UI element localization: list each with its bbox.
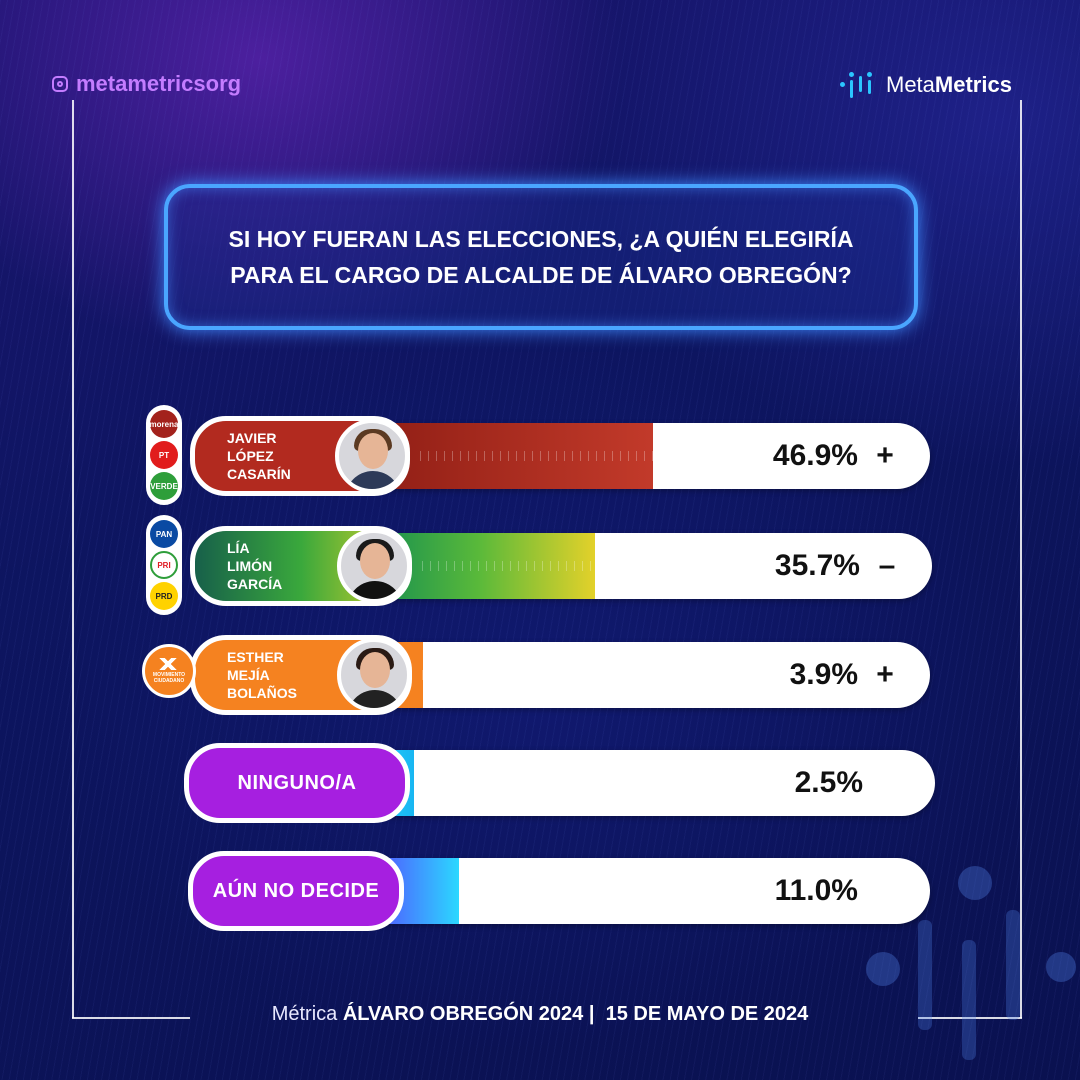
bar-value: 46.9%: [772, 439, 858, 472]
survey-question: SI HOY FUERAN LAS ELECCIONES, ¿A QUIÉN E…: [164, 184, 918, 330]
bar-ticks: [422, 670, 424, 680]
party-logo-pan: PAN: [150, 520, 178, 548]
photo-body: [345, 471, 401, 489]
bar-ticks: [420, 451, 654, 461]
chart-row: 35.7% – LÍA LIMÓN GARCÍA PAN PRI PRD: [0, 515, 1080, 615]
candidate-name-line: LÍA: [227, 540, 250, 556]
instagram-handle-text: metametricsorg: [76, 71, 242, 96]
party-logo-movimiento-ciudadano: MOVIMIENTO CIUDADANO: [142, 644, 196, 698]
party-logo-pt: PT: [150, 441, 178, 469]
party-logo-verde: VERDE: [150, 472, 178, 500]
party-name: MOVIMIENTO CIUDADANO: [152, 672, 186, 684]
candidate-pill: JAVIER LÓPEZ CASARÍN: [190, 416, 410, 496]
bar-value: 2.5%: [794, 766, 863, 799]
candidate-name-line: LIMÓN: [227, 558, 273, 574]
frame-bottom-left-line: [72, 1017, 190, 1019]
frame-right-line: [1020, 100, 1022, 1018]
candidate-pill: AÚN NO DECIDE: [188, 851, 404, 931]
watermark-bar: [918, 920, 932, 1030]
chart-row: 46.9% + JAVIER LÓPEZ CASARÍN morena PT VERDE: [0, 405, 1080, 505]
bar-fill: [360, 423, 654, 489]
candidate-name-line: GARCÍA: [227, 576, 283, 592]
option-label: NINGUNO/A: [237, 771, 357, 794]
footer-separator: |: [588, 1003, 595, 1025]
bar-value: 35.7%: [774, 549, 860, 582]
chart-row: 2.5% NINGUNO/A: [0, 743, 1080, 823]
bar-value-label: 35.7% –: [775, 533, 932, 599]
logo-text-meta: Meta: [886, 72, 935, 97]
logo-text: MetaMetrics: [886, 72, 1012, 98]
candidate-name-line: JAVIER: [227, 430, 277, 446]
bar-value: 3.9%: [789, 658, 858, 691]
watermark-dot: [1046, 952, 1076, 982]
photo-face: [360, 543, 390, 579]
candidate-name: JAVIER LÓPEZ CASARÍN: [195, 429, 325, 483]
metametrics-logo: MetaMetrics: [838, 70, 1012, 100]
bar-value: 11.0%: [774, 874, 858, 907]
eagle-icon: [156, 658, 182, 670]
photo-body: [347, 690, 403, 708]
frame-left-line: [72, 100, 74, 1018]
candidate-name: ESTHER MEJÍA BOLAÑOS: [195, 648, 325, 702]
trend-indicator: +: [876, 439, 894, 472]
candidate-photo: [335, 419, 409, 493]
bar-ticks: [422, 561, 595, 571]
logo-text-metrics: Metrics: [934, 72, 1012, 97]
candidate-pill: LÍA LIMÓN GARCÍA: [190, 526, 412, 606]
candidate-name-line: CASARÍN: [227, 466, 291, 482]
photo-face: [360, 652, 390, 688]
party-badges: morena PT VERDE: [146, 405, 182, 505]
trend-indicator: +: [876, 658, 894, 691]
photo-body: [347, 581, 403, 599]
metametrics-logo-icon: [838, 70, 878, 100]
party-logo-pri: PRI: [150, 551, 178, 579]
candidate-pill: ESTHER MEJÍA BOLAÑOS: [190, 635, 412, 715]
chart-row: 11.0% AÚN NO DECIDE: [0, 851, 1080, 931]
watermark-bar: [962, 940, 976, 1060]
party-badges: PAN PRI PRD: [146, 515, 182, 615]
frame-bottom-right-line: [918, 1017, 1022, 1019]
instagram-handle[interactable]: metametricsorg: [52, 71, 241, 97]
instagram-icon: [52, 76, 68, 92]
candidate-photo: [337, 529, 411, 603]
bar-value-label: 46.9% +: [773, 423, 930, 489]
trend-indicator: –: [878, 549, 896, 582]
chart-row: 3.9% + ESTHER MEJÍA BOLAÑOS MOVIMIENTO CIUDAD…: [0, 635, 1080, 715]
watermark-bar: [1006, 910, 1020, 1020]
watermark-dot: [958, 866, 992, 900]
bar-value-label: 2.5%: [795, 750, 935, 816]
candidate-photo: [337, 638, 411, 712]
party-logo-morena: morena: [150, 410, 178, 438]
footer-prefix: Métrica: [271, 1003, 338, 1025]
footer: Métrica ÁLVARO OBREGÓN 2024 | 15 DE MAYO…: [0, 1003, 1080, 1026]
candidate-pill: NINGUNO/A: [184, 743, 410, 823]
candidate-name-line: ESTHER: [227, 649, 284, 665]
candidate-name-line: BOLAÑOS: [227, 685, 297, 701]
bar-value-label: 11.0%: [775, 858, 930, 924]
candidate-name-line: LÓPEZ: [227, 448, 274, 464]
footer-title: ÁLVARO OBREGÓN 2024: [342, 1003, 584, 1025]
option-label: AÚN NO DECIDE: [212, 879, 380, 902]
bar-value-label: 3.9% +: [790, 642, 930, 708]
candidate-name-line: MEJÍA: [227, 667, 270, 683]
candidate-name: LÍA LIMÓN GARCÍA: [195, 539, 325, 593]
party-logo-prd: PRD: [150, 582, 178, 610]
watermark-dot: [866, 952, 900, 986]
photo-face: [358, 433, 388, 469]
footer-date: 15 DE MAYO DE 2024: [605, 1003, 809, 1025]
